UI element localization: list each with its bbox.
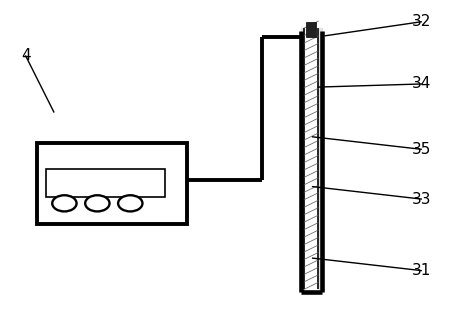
Text: 4: 4 — [21, 49, 30, 63]
Text: 32: 32 — [411, 14, 431, 29]
Circle shape — [52, 195, 77, 211]
Bar — [306, 22, 316, 37]
Text: 33: 33 — [411, 192, 431, 207]
Circle shape — [118, 195, 142, 211]
Text: 31: 31 — [411, 263, 431, 278]
Text: 34: 34 — [411, 77, 431, 91]
Bar — [46, 169, 165, 197]
Circle shape — [85, 195, 110, 211]
Text: 35: 35 — [411, 142, 431, 157]
Bar — [37, 143, 187, 224]
